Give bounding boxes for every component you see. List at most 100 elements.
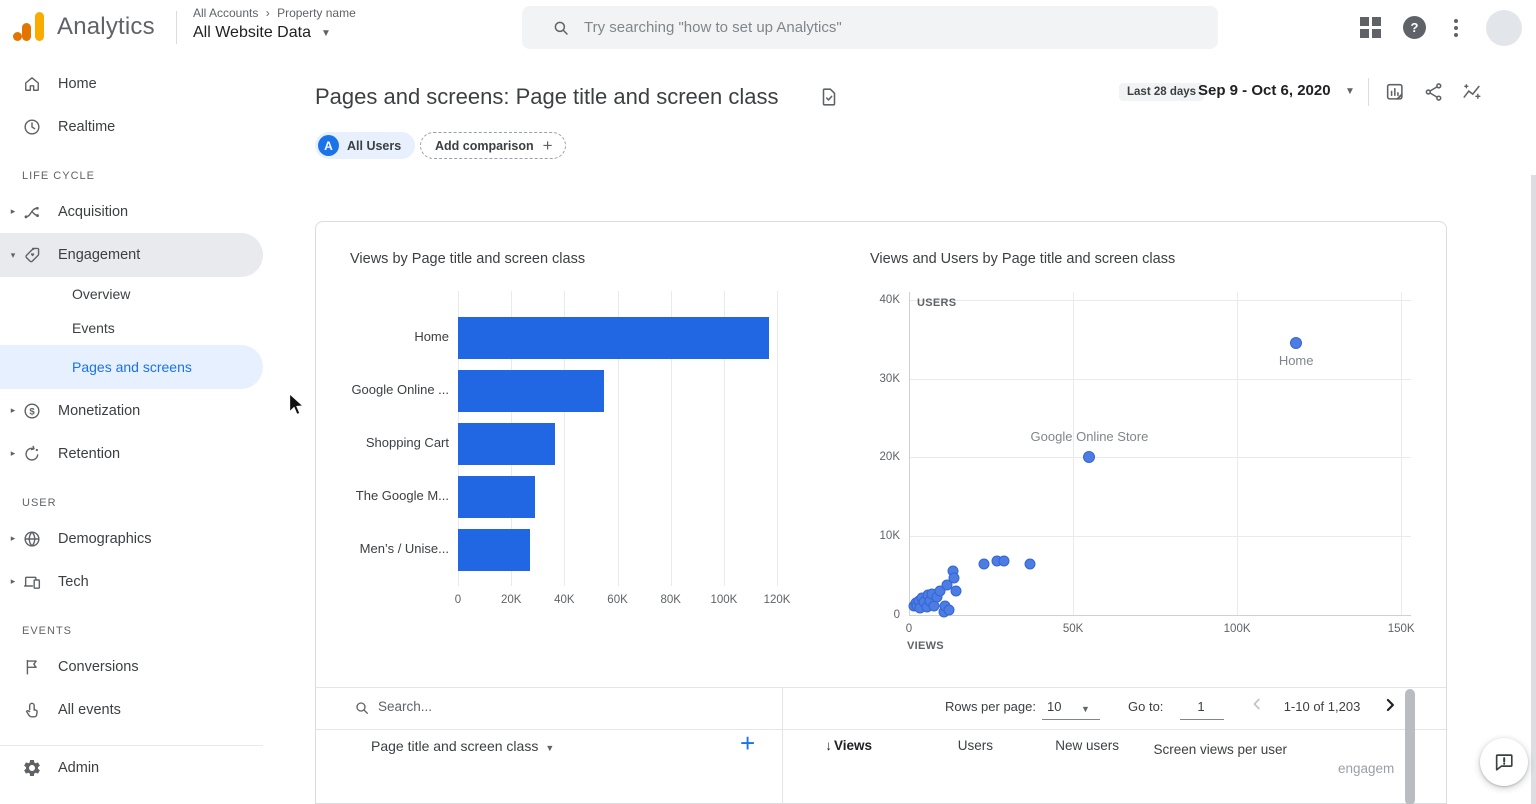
sidebar-subitem-overview[interactable]: Overview [72, 286, 131, 302]
sidebar-item-label: Home [58, 75, 97, 92]
chevron-down-icon[interactable]: ▼ [1345, 86, 1355, 97]
bar-gridline [564, 291, 566, 586]
bar-google-online [458, 370, 605, 412]
sidebar-item-retention[interactable]: ▸ Retention [0, 432, 263, 475]
chevron-collapsed-icon[interactable]: ▸ [10, 405, 16, 415]
bar-gridline [723, 291, 725, 586]
scatter-point-label-google-online-store: Google Online Store [1030, 429, 1149, 445]
insights-icon[interactable] [1461, 81, 1483, 103]
scatter-x-tick-label: 50K [1062, 623, 1084, 635]
add-column-button[interactable]: + [740, 728, 756, 758]
chevron-down-icon: ▼ [320, 27, 331, 39]
global-search[interactable] [522, 6, 1218, 49]
chevron-expanded-icon[interactable]: ▾ [10, 249, 16, 260]
bar-x-tick-label: 120K [763, 594, 791, 606]
engagement-icon [22, 245, 42, 265]
column-header-users[interactable]: Users [957, 738, 993, 753]
column-header-screen-views-per-user[interactable]: Screen views per user [1153, 742, 1287, 757]
sidebar-item-monetization[interactable]: ▸ $ Monetization [0, 389, 263, 432]
sidebar-divider [0, 745, 263, 746]
more-vert-icon[interactable] [1448, 17, 1464, 39]
bar-category-label: Google Online ... [351, 382, 449, 397]
sidebar-item-admin[interactable]: Admin [0, 746, 263, 789]
breadcrumb: All Accounts › Property name [193, 6, 356, 20]
sidebar-section-events: EVENTS [22, 625, 73, 637]
add-comparison-button[interactable]: Add comparison + [420, 132, 566, 159]
sidebar-item-demographics[interactable]: ▸ Demographics [0, 517, 263, 560]
prev-page-icon[interactable] [1248, 695, 1266, 718]
plus-icon: + [542, 135, 553, 155]
touch-icon [22, 700, 42, 720]
sidebar-subitem-events[interactable]: Events [72, 320, 115, 336]
share-icon[interactable] [1423, 81, 1445, 103]
date-preset-badge: Last 28 days [1119, 83, 1205, 101]
chevron-collapsed-icon[interactable]: ▸ [10, 448, 16, 458]
global-search-input[interactable] [584, 19, 1144, 36]
bar-x-tick-label: 20K [500, 594, 522, 606]
clock-icon [22, 117, 42, 137]
sidebar: Home Realtime LIFE CYCLE ▸ Acquisition ▾ Engag… [0, 55, 263, 804]
help-icon[interactable]: ? [1403, 16, 1426, 39]
scatter-point [998, 555, 1010, 567]
scatter-y-tick-label: 10K [879, 530, 900, 543]
analytics-logo[interactable]: Analytics [10, 10, 155, 44]
column-header-engagem[interactable]: engagem [1338, 761, 1395, 776]
doc-check-icon[interactable] [818, 86, 840, 113]
sidebar-item-label: Retention [58, 445, 121, 462]
account-property-switcher[interactable]: All Accounts › Property name All Website… [193, 6, 356, 42]
chevron-collapsed-icon[interactable]: ▸ [10, 533, 16, 543]
tech-icon [22, 572, 42, 592]
sidebar-item-label: Realtime [58, 118, 116, 135]
table-header-divider [316, 729, 1446, 730]
sidebar-item-label: Acquisition [58, 203, 129, 220]
next-page-icon[interactable] [1380, 695, 1400, 720]
bar-gridline [670, 291, 672, 586]
sidebar-item-realtime[interactable]: Realtime [0, 105, 263, 148]
rows-per-page-value[interactable]: 10 [1047, 699, 1062, 714]
bar-category-label: The Google M... [355, 488, 449, 503]
feedback-button[interactable] [1480, 738, 1528, 786]
sidebar-item-acquisition[interactable]: ▸ Acquisition [0, 190, 263, 233]
date-range-selector[interactable]: Sep 9 - Oct 6, 2020 [1198, 82, 1331, 99]
sidebar-subitem-pages-and-screens[interactable]: Pages and screens [0, 345, 263, 389]
rows-per-page-label: Rows per page: [944, 699, 1036, 714]
demographics-icon [22, 529, 42, 549]
avatar[interactable] [1486, 9, 1522, 46]
sidebar-item-engagement[interactable]: ▾ Engagement [0, 233, 263, 277]
product-name: Analytics [57, 13, 155, 40]
sidebar-item-conversions[interactable]: Conversions [0, 645, 263, 688]
table-search-input[interactable] [378, 692, 748, 720]
table-scrollbar[interactable] [1405, 689, 1415, 804]
apps-grid-icon[interactable] [1360, 17, 1381, 38]
table-vertical-divider [782, 687, 783, 804]
scatter-chart-title: Views and Users by Page title and screen… [870, 251, 1176, 267]
customize-report-icon[interactable] [1384, 81, 1406, 103]
column-header-new-users[interactable]: New users [1055, 738, 1119, 753]
scatter-gridline [1073, 292, 1075, 615]
page-scrollbar[interactable] [1531, 175, 1536, 804]
sidebar-item-label: Demographics [58, 530, 152, 547]
goto-input[interactable]: 1 [1197, 699, 1205, 714]
bar-x-tick-label: 100K [710, 594, 738, 606]
column-header-views[interactable]: ↓ Views [825, 738, 872, 753]
sidebar-item-tech[interactable]: ▸ Tech [0, 560, 263, 603]
scatter-gridline [909, 299, 1411, 301]
property-selector-value: All Website Data [193, 24, 311, 41]
monetization-icon: $ [22, 401, 42, 421]
top-bar: Analytics All Accounts › Property name A… [0, 0, 1536, 55]
chevron-down-icon[interactable]: ▼ [1081, 704, 1090, 714]
sidebar-item-all-events[interactable]: All events [0, 688, 263, 731]
bar-x-tick-label: 60K [607, 594, 628, 606]
bar-gridline [617, 291, 619, 586]
dimension-selector[interactable]: Page title and screen class ▼ [371, 738, 555, 754]
scatter-point [1083, 451, 1096, 464]
scatter-point [1024, 558, 1036, 570]
chevron-collapsed-icon[interactable]: ▸ [10, 206, 16, 216]
sidebar-item-home[interactable]: Home [0, 62, 263, 105]
bar-the-google-m [458, 476, 536, 518]
comparison-chip-all-users[interactable]: A All Users [315, 132, 416, 159]
toolbar-divider [1368, 78, 1369, 106]
chevron-collapsed-icon[interactable]: ▸ [10, 576, 16, 586]
goto-label: Go to: [1128, 699, 1164, 714]
page-title: Pages and screens: Page title and screen… [315, 84, 779, 109]
